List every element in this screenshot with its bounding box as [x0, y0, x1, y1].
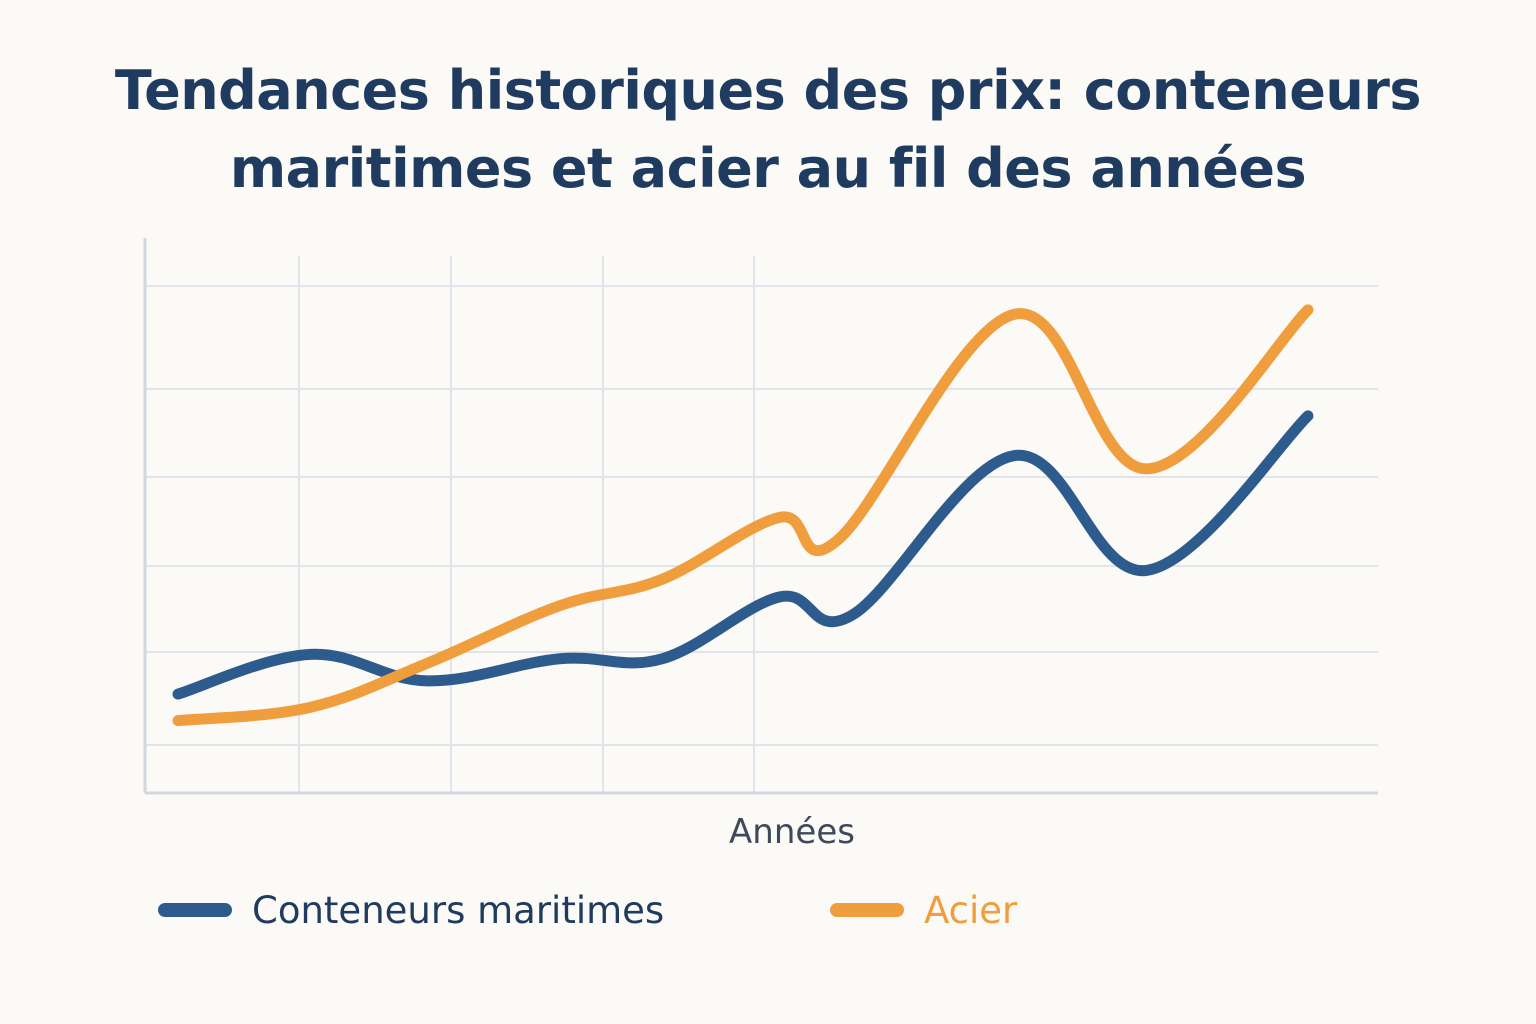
axes	[143, 238, 1378, 795]
series-line-conteneurs-maritimes	[172, 410, 1314, 700]
legend-swatch-conteneurs	[158, 903, 232, 917]
legend-item-conteneurs: Conteneurs maritimes	[158, 884, 664, 936]
legend-swatch-acier	[830, 903, 904, 917]
series-line-acier	[172, 304, 1314, 727]
chart-title-line-2: maritimes et acier au fil des années	[229, 137, 1307, 200]
legend-item-acier: Acier	[830, 884, 1017, 936]
x-axis-label: Années	[729, 812, 855, 852]
legend-label-acier: Acier	[924, 888, 1018, 932]
legend-label-conteneurs: Conteneurs maritimes	[252, 888, 665, 932]
grid-lines	[145, 256, 1378, 793]
series-lines	[172, 304, 1314, 727]
chart-title: Tendances historiques des prix: conteneu…	[0, 52, 1536, 208]
chart-title-line-1: Tendances historiques des prix: conteneu…	[114, 59, 1422, 122]
